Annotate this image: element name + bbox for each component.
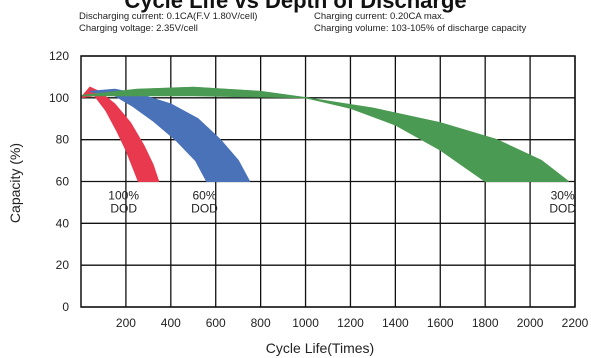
series-areas [80, 86, 569, 183]
x-tick-label: 1000 [292, 316, 319, 330]
x-tick-label: 200 [116, 316, 136, 330]
x-tick-label: 1800 [472, 316, 499, 330]
y-tick-labels: 0 20 40 60 80 100 120 [49, 49, 69, 314]
series-upper-curve [89, 88, 251, 182]
charge-voltage-note: Charging voltage: 2.35V/cell [79, 23, 198, 34]
charge-volume-note: Charging volume: 103-105% of discharge c… [314, 23, 527, 34]
x-tick-label: 400 [161, 316, 181, 330]
x-tick-labels: 200 400 600 800 1000 1200 1400 1600 1800 2000 2200 [116, 316, 589, 330]
x-tick-label: 2200 [562, 316, 589, 330]
plot-frame [80, 55, 576, 308]
series-upper-curve [80, 86, 160, 182]
x-tick-label: 800 [251, 316, 271, 330]
series-label-line: 100% [108, 189, 139, 203]
x-tick-label: 600 [206, 316, 226, 330]
x-tick-label: 1200 [337, 316, 364, 330]
series-upper-curve [80, 86, 569, 183]
y-tick-label: 120 [49, 49, 69, 63]
series-label: 30%DOD [549, 189, 576, 216]
series-label: 100%DOD [108, 189, 139, 216]
x-tick-label: 2000 [517, 316, 544, 330]
y-axis-title: Capacity (%) [7, 143, 23, 223]
series-label-line: DOD [191, 202, 218, 216]
y-tick-label: 100 [49, 91, 69, 105]
series-label-line: DOD [549, 202, 576, 216]
discharge-current-note: Discharging current: 0.1CA(F.V 1.80V/cel… [79, 11, 258, 22]
charge-current-note: Charging current: 0.20CA max. [314, 11, 445, 22]
x-axis-title: Cycle Life(Times) [266, 340, 374, 356]
chart-title: Cycle Life vs Depth of Discharge [124, 0, 467, 13]
series-label: 60%DOD [191, 189, 218, 216]
series-label-line: DOD [110, 202, 137, 216]
plot-border [80, 55, 576, 308]
y-tick-label: 60 [56, 175, 70, 189]
y-tick-label: 0 [62, 300, 69, 314]
y-tick-label: 20 [56, 258, 70, 272]
series-label-line: 30% [551, 189, 575, 203]
x-tick-label: 1600 [427, 316, 454, 330]
y-tick-label: 80 [56, 133, 70, 147]
y-tick-label: 40 [56, 216, 70, 230]
series-label-line: 60% [192, 189, 216, 203]
x-tick-label: 1400 [382, 316, 409, 330]
